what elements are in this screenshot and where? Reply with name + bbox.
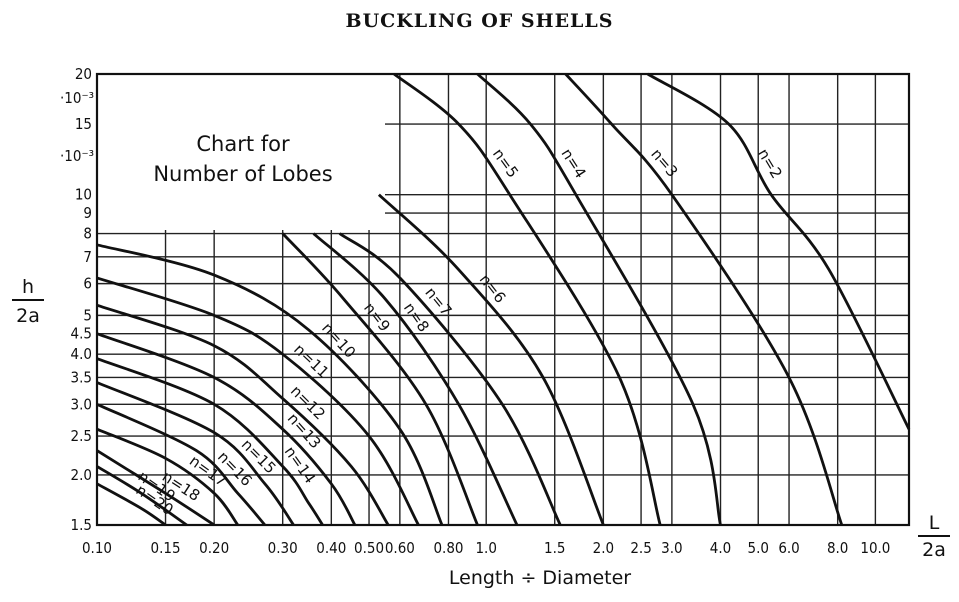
series-curves <box>96 72 911 527</box>
series-curve-n-2 <box>646 72 911 430</box>
x-tick-label: 10.0 <box>860 539 890 557</box>
series-curve-n-9 <box>281 232 479 526</box>
x-tick-label: 4.0 <box>710 539 731 557</box>
x-fraction-denominator: 2a <box>922 539 946 561</box>
y-multiplier-label-1: ·10⁻³ <box>60 89 94 107</box>
series-curve-n-10 <box>96 243 444 526</box>
x-tick-labels: 0.10 0.15 0.20 0.30 0.40 0.50 0.60 0.80 1.0 1.5 2.… <box>82 539 890 557</box>
x-tick-label: 0.10 <box>82 539 112 557</box>
y-tick-label: 9 <box>83 204 92 222</box>
series-curve-n-14 <box>96 357 324 526</box>
x-tick-label: 2.0 <box>593 539 614 557</box>
series-curve-n-11 <box>96 276 420 526</box>
series-label-n-10: n=10 <box>318 319 359 362</box>
x-tick-label: 2.5 <box>630 539 651 557</box>
y-multiplier-label-2: ·10⁻³ <box>60 147 94 165</box>
series-label-n-7: n=7 <box>421 284 455 320</box>
y-tick-label: 4.5 <box>71 325 92 343</box>
page-title: BUCKLING OF SHELLS <box>345 10 614 32</box>
series-curve-n-17 <box>96 427 239 526</box>
x-tick-label: 0.50 <box>354 539 384 557</box>
y-tick-label: 3.5 <box>71 368 92 386</box>
x-tick-label: 1.5 <box>544 539 565 557</box>
plot-frame <box>95 72 911 527</box>
x-tick-label: 6.0 <box>778 539 799 557</box>
y-tick-label: 7 <box>83 248 92 266</box>
y-tick-labels: 1.5 2.0 2.5 3.0 3.5 4.0 4.55 6 7 8 910 15 20 <box>71 65 92 534</box>
series-curve-n-4 <box>476 72 722 526</box>
series-label-n-5: n=5 <box>489 145 522 181</box>
y-fraction-denominator: 2a <box>16 305 40 327</box>
y-tick-label: 10 <box>75 186 92 204</box>
series-curve-n-6 <box>377 193 605 526</box>
series-curve-n-7 <box>338 232 562 526</box>
x-tick-label: 0.80 <box>433 539 463 557</box>
x-tick-label: 0.30 <box>268 539 298 557</box>
series-curve-n-18 <box>96 449 215 527</box>
chart-title-line-1: Chart for <box>196 132 290 156</box>
series-curve-n-8 <box>312 232 519 526</box>
y-tick-label: 3.0 <box>71 395 92 413</box>
series-curve-n-15 <box>96 381 295 526</box>
series-label-n-3: n=3 <box>647 145 681 181</box>
chart-title-line-2: Number of Lobes <box>153 162 332 186</box>
series-label-n-4: n=4 <box>557 145 589 181</box>
series-curve-n-20 <box>96 482 167 527</box>
y-tick-label: 6 <box>83 275 92 293</box>
series-label-n-8: n=8 <box>400 299 433 335</box>
x-tick-label: 0.60 <box>385 539 415 557</box>
x-tick-label: 0.40 <box>316 539 346 557</box>
y-tick-label: 5 <box>83 306 92 324</box>
x-axis-fraction: L 2a <box>918 512 950 561</box>
y-tick-label: 2.5 <box>71 427 92 445</box>
y-tick-label: 20 <box>75 65 92 83</box>
series-curve-n-13 <box>96 332 357 526</box>
y-tick-label: 1.5 <box>71 516 92 534</box>
y-tick-label: 4.0 <box>71 345 92 363</box>
series-curve-n-12 <box>96 303 390 526</box>
vertical-gridlines <box>164 74 877 525</box>
series-curve-n-16 <box>96 403 266 526</box>
y-tick-label: 8 <box>83 225 92 243</box>
y-tick-label: 15 <box>75 115 92 133</box>
series-curve-n-5 <box>393 72 662 526</box>
x-tick-label: 3.0 <box>661 539 682 557</box>
y-axis-fraction: h 2a <box>12 276 44 327</box>
x-fraction-numerator: L <box>929 512 940 534</box>
y-tick-label: 2.0 <box>71 466 92 484</box>
x-tick-label: 8.0 <box>827 539 848 557</box>
x-tick-label: 0.15 <box>151 539 181 557</box>
x-tick-label: 5.0 <box>748 539 769 557</box>
x-tick-label: 0.20 <box>199 539 229 557</box>
series-label-n-6: n=6 <box>476 271 510 307</box>
series-curve-n-19 <box>96 465 188 527</box>
x-tick-label: 1.0 <box>475 539 496 557</box>
series-curve-n-3 <box>564 73 844 526</box>
chart-title-box <box>97 74 385 230</box>
y-fraction-numerator: h <box>22 276 34 298</box>
x-axis-label: Length ÷ Diameter <box>449 567 631 589</box>
